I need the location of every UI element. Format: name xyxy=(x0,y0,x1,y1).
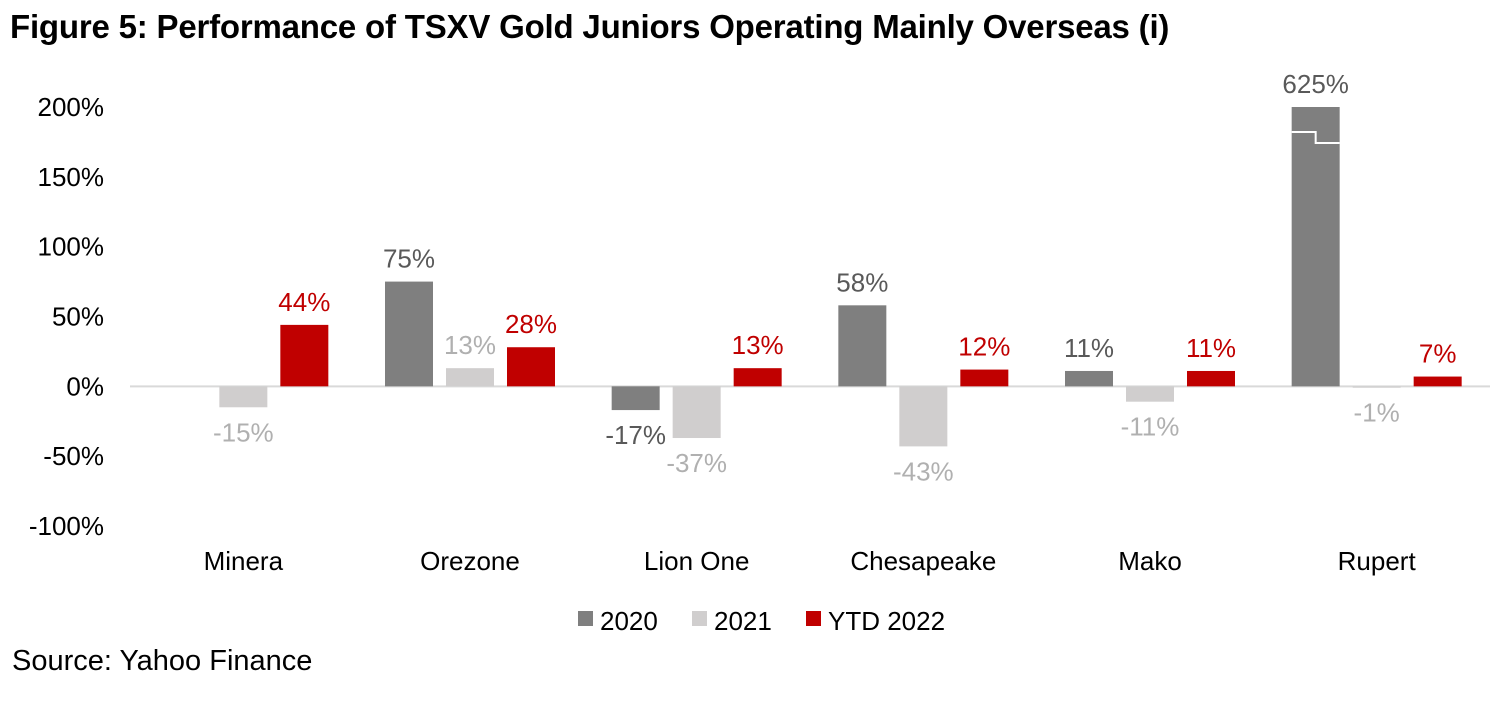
bar-2021 xyxy=(219,386,268,408)
y-tick-label: 100% xyxy=(38,232,105,262)
data-label: 625% xyxy=(1282,69,1349,99)
legend-swatch xyxy=(578,611,593,626)
x-tick-label: Rupert xyxy=(1338,546,1417,576)
legend-label: 2020 xyxy=(600,606,658,636)
data-label: 44% xyxy=(278,287,330,317)
bar-ytd-2022 xyxy=(1187,370,1235,387)
data-label: 13% xyxy=(732,330,784,360)
data-label: 12% xyxy=(958,332,1010,362)
legend-label: 2021 xyxy=(714,606,772,636)
data-label: 11% xyxy=(1064,333,1114,363)
x-tick-label: Minera xyxy=(204,546,284,576)
y-tick-label: 150% xyxy=(38,162,105,192)
legend-swatch xyxy=(806,611,821,626)
bar-ytd-2022 xyxy=(280,324,329,387)
data-label: -11% xyxy=(1121,412,1180,442)
data-label: 11% xyxy=(1186,333,1236,363)
bar-2021 xyxy=(899,386,948,447)
x-tick-label: Lion One xyxy=(644,546,750,576)
x-tick-label: Orezone xyxy=(420,546,520,576)
x-tick-label: Chesapeake xyxy=(850,546,996,576)
data-label: 75% xyxy=(383,244,435,274)
data-labels: -15% 44% 75% 13% 28% -17%-37% 13% 58% -43% 12% 11%… xyxy=(213,69,1456,486)
bar-ytd-2022 xyxy=(507,347,555,387)
legend-label: YTD 2022 xyxy=(828,606,945,636)
bar-2021 xyxy=(1126,386,1174,402)
bar-2021 xyxy=(672,386,721,439)
y-tick-label: 200% xyxy=(38,92,105,122)
axis-break-marker xyxy=(1291,131,1340,144)
y-axis: 200% 150% 100% 50% 0% -50% -100% xyxy=(29,92,104,541)
bar-2020 xyxy=(385,281,433,387)
data-label: 58% xyxy=(836,267,888,297)
legend: 2020 2021 YTD 2022 xyxy=(578,606,945,636)
bar-ytd-2022 xyxy=(733,368,782,387)
x-axis: Minera Orezone Lion One Chesapeake Mako Ruper… xyxy=(204,546,1417,576)
data-label: -43% xyxy=(893,456,954,486)
y-tick-label: 50% xyxy=(52,302,104,332)
chart-title: Figure 5: Performance of TSXV Gold Junio… xyxy=(10,8,1170,45)
y-tick-label: -100% xyxy=(29,511,104,541)
data-label: -17% xyxy=(605,420,666,450)
data-label: 13% xyxy=(444,330,496,360)
bar-2020 xyxy=(1065,370,1113,387)
bar-2021 xyxy=(1352,386,1401,388)
data-label: -15% xyxy=(213,417,274,447)
data-label: 28% xyxy=(505,309,557,339)
bar-2021 xyxy=(446,368,494,387)
bar-ytd-2022 xyxy=(960,369,1009,387)
bars xyxy=(219,107,1462,447)
legend-swatch xyxy=(692,611,707,626)
bar-2020 xyxy=(838,305,887,387)
data-label: -37% xyxy=(666,448,727,478)
bar-2020 xyxy=(1291,107,1340,387)
x-tick-label: Mako xyxy=(1118,546,1182,576)
y-tick-label: -50% xyxy=(43,441,104,471)
bar-2020 xyxy=(611,386,660,411)
data-label: -1% xyxy=(1354,398,1400,428)
source-note: Source: Yahoo Finance xyxy=(12,645,313,677)
data-label: 7% xyxy=(1419,339,1457,369)
y-tick-label: 0% xyxy=(66,371,104,401)
bar-ytd-2022 xyxy=(1413,376,1462,387)
